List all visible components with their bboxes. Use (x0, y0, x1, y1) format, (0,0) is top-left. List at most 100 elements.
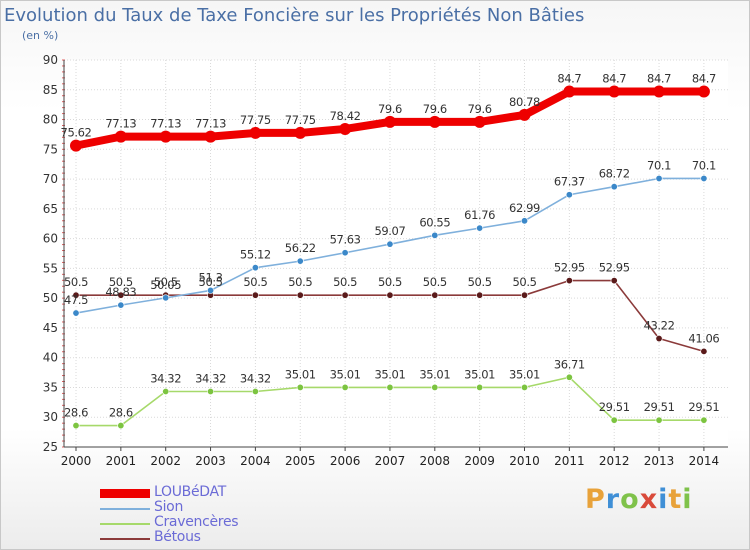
data-label: 36.71 (554, 357, 585, 371)
data-point (162, 294, 170, 302)
data-label: 35.01 (419, 367, 450, 381)
data-point (386, 240, 394, 248)
data-point (162, 388, 170, 396)
data-point (251, 264, 259, 272)
data-label: 43.22 (644, 319, 675, 333)
data-point (476, 224, 484, 232)
data-point (476, 383, 484, 391)
data-point (431, 383, 439, 391)
data-point (117, 291, 125, 299)
data-label: 84.7 (647, 72, 671, 86)
data-point (431, 291, 439, 299)
data-point (565, 277, 573, 285)
data-point (520, 291, 528, 299)
y-tick-label: 50 (43, 291, 58, 305)
chart-title: Evolution du Taux de Taxe Foncière sur l… (4, 5, 585, 26)
data-label: 84.7 (557, 72, 581, 86)
legend-label-betous: Bétous (154, 529, 201, 545)
data-label: 41.06 (688, 331, 719, 345)
data-point (428, 115, 441, 128)
data-point (655, 335, 663, 343)
data-point (249, 126, 262, 139)
data-point (207, 388, 215, 396)
data-point (70, 139, 82, 152)
y-tick-label: 85 (43, 83, 58, 97)
logo-letter: i (682, 484, 693, 515)
data-label: 50.5 (64, 275, 88, 289)
data-label: 35.01 (509, 367, 540, 381)
data-label: 29.51 (644, 400, 675, 414)
data-label: 70.1 (692, 158, 716, 172)
data-point (565, 373, 573, 381)
x-tick-label: 2003 (195, 454, 226, 468)
y-tick-label: 75 (43, 142, 58, 156)
data-point (700, 174, 708, 182)
data-label: 77.13 (195, 117, 226, 131)
data-point (655, 174, 663, 182)
data-label: 34.32 (195, 372, 226, 386)
y-tick-label: 65 (43, 202, 58, 216)
x-tick-label: 2013 (644, 454, 675, 468)
data-label: 79.6 (468, 102, 492, 116)
data-label: 35.01 (285, 367, 316, 381)
y-tick-label: 25 (43, 440, 58, 454)
data-label: 34.32 (150, 372, 181, 386)
data-point (341, 291, 349, 299)
data-label: 78.42 (330, 109, 361, 123)
proxiti-logo: Proxiti (585, 484, 693, 515)
data-point (520, 217, 528, 225)
x-tick-label: 2004 (240, 454, 271, 468)
legend-label-loubedat: LOUBéDAT (154, 484, 226, 500)
data-point (341, 249, 349, 257)
x-tick-label: 2005 (285, 454, 316, 468)
unit-label: (en %) (22, 29, 59, 42)
data-label: 29.51 (599, 400, 630, 414)
data-point (296, 291, 304, 299)
data-label: 52.95 (554, 261, 585, 275)
x-tick-label: 2007 (375, 454, 406, 468)
data-point (72, 291, 80, 299)
data-label: 77.75 (240, 113, 271, 127)
data-label: 34.32 (240, 372, 271, 386)
x-tick-label: 2000 (61, 454, 92, 468)
data-label: 57.63 (330, 233, 361, 247)
y-tick-label: 60 (43, 232, 58, 246)
x-tick-label: 2006 (330, 454, 361, 468)
x-tick-label: 2008 (420, 454, 451, 468)
data-label: 52.95 (599, 261, 630, 275)
data-label: 56.22 (285, 241, 316, 255)
data-point (251, 291, 259, 299)
x-tick-label: 2014 (689, 454, 720, 468)
data-label: 29.51 (688, 400, 719, 414)
data-label: 28.6 (109, 406, 133, 420)
logo-letter: i (658, 484, 669, 515)
data-label: 68.72 (599, 167, 630, 181)
data-point (473, 115, 486, 128)
y-tick-label: 40 (43, 351, 58, 365)
data-label: 77.13 (150, 117, 181, 131)
y-tick-label: 35 (43, 380, 58, 394)
y-tick-label: 30 (43, 410, 58, 424)
data-point (386, 383, 394, 391)
data-point (72, 422, 80, 430)
data-label: 79.6 (423, 102, 447, 116)
data-point (565, 191, 573, 199)
data-label: 79.6 (378, 102, 402, 116)
data-label: 47.5 (64, 293, 88, 307)
data-label: 77.13 (105, 117, 136, 131)
y-tick-label: 45 (43, 321, 58, 335)
data-label: 50.5 (468, 275, 492, 289)
data-label: 77.75 (285, 113, 316, 127)
data-point (294, 126, 307, 139)
data-point (520, 383, 528, 391)
data-label: 35.01 (374, 367, 405, 381)
data-point (655, 416, 663, 424)
data-label: 50.5 (243, 275, 267, 289)
data-point (431, 231, 439, 239)
data-label: 50.5 (199, 275, 223, 289)
x-tick-label: 2002 (150, 454, 181, 468)
data-point (653, 85, 666, 98)
data-point (339, 122, 352, 135)
data-label: 80.78 (509, 95, 540, 109)
